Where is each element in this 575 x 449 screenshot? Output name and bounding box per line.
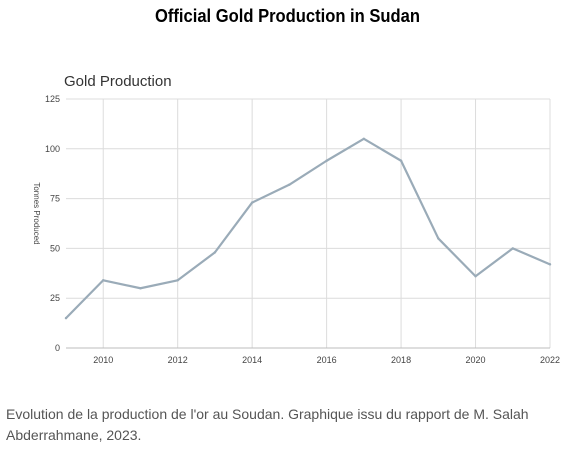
data-point bbox=[437, 237, 440, 240]
data-point bbox=[325, 159, 328, 162]
axis-ticks: 0 25 50 75 100 125 2010 2012 2014 2016 2018 2020 202… bbox=[45, 94, 560, 365]
page-title: Official Gold Production in Sudan bbox=[155, 6, 420, 26]
y-tick-label: 75 bbox=[50, 194, 60, 204]
grid-lines bbox=[66, 98, 551, 349]
y-tick-label: 50 bbox=[50, 243, 60, 253]
y-tick-label: 25 bbox=[50, 293, 60, 303]
data-point bbox=[176, 279, 179, 282]
data-point bbox=[511, 247, 514, 250]
chart-title: Gold Production bbox=[64, 73, 172, 90]
y-tick-label: 125 bbox=[45, 94, 60, 104]
chart-container: Gold Production Tonnes Produced 0 25 50 75 1… bbox=[0, 60, 575, 380]
x-tick-label: 2010 bbox=[93, 355, 113, 365]
series-line bbox=[64, 137, 552, 320]
y-axis-label: Tonnes Produced bbox=[32, 182, 41, 244]
x-tick-label: 2012 bbox=[168, 355, 188, 365]
data-point bbox=[213, 251, 217, 254]
series-layer bbox=[64, 137, 552, 320]
figure-caption: Evolution de la production de l'or au So… bbox=[6, 406, 529, 443]
x-tick-label: 2014 bbox=[242, 355, 262, 365]
data-point bbox=[64, 316, 68, 320]
x-tick-label: 2020 bbox=[466, 355, 486, 365]
data-point bbox=[474, 275, 477, 278]
x-tick-label: 2022 bbox=[540, 355, 560, 365]
data-point bbox=[139, 287, 142, 290]
data-point bbox=[548, 263, 552, 266]
data-point bbox=[250, 201, 254, 204]
line-chart: Gold Production Tonnes Produced 0 25 50 75 1… bbox=[32, 73, 560, 365]
data-point bbox=[362, 137, 366, 141]
y-tick-label: 100 bbox=[45, 144, 60, 154]
x-tick-label: 2016 bbox=[317, 355, 337, 365]
data-point bbox=[399, 159, 403, 162]
data-point bbox=[288, 183, 291, 186]
data-point bbox=[102, 279, 105, 282]
x-tick-label: 2018 bbox=[391, 355, 411, 365]
y-tick-label: 0 bbox=[55, 343, 60, 353]
